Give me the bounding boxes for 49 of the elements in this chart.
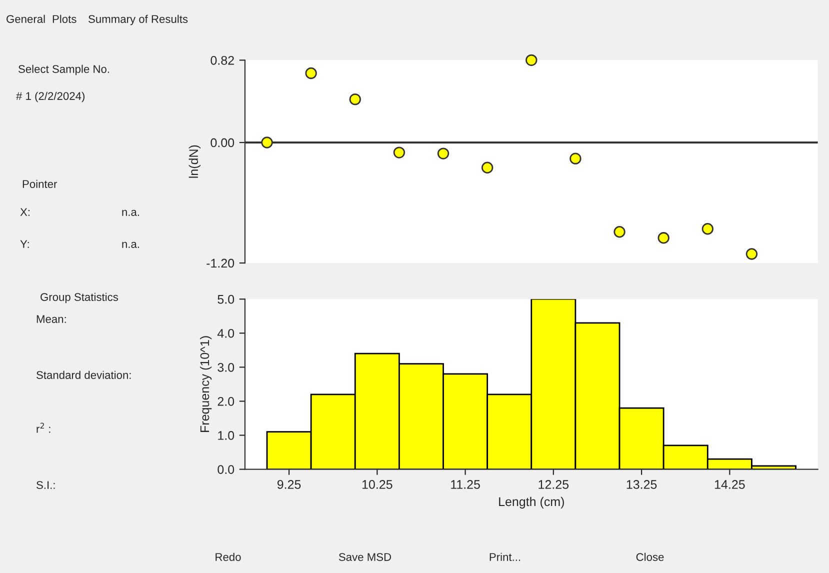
text: n.a.: [122, 242, 139, 248]
x-tick-label: 11.25: [451, 480, 480, 489]
x-tick-label: 13.25: [626, 480, 657, 489]
x-tick-label: 10.25: [362, 480, 392, 489]
text: Summary of Results: [88, 14, 188, 26]
text: n.a.: [122, 210, 139, 216]
text: Y:: [20, 240, 29, 248]
x-tick-label: 14.25: [714, 480, 745, 489]
point: [526, 54, 538, 66]
text: X:: [20, 208, 30, 216]
y-tick-label: -1.20: [206, 258, 234, 268]
point: [746, 248, 758, 260]
y-tick-label: 5.0: [218, 294, 234, 304]
text: Plots: [52, 14, 76, 23]
point: [305, 67, 317, 80]
point: [261, 136, 273, 148]
text: Print...: [490, 552, 520, 561]
text: Pointer: [22, 180, 58, 188]
text: Save MSD: [338, 553, 392, 561]
y-axis-title: ln(dN): [188, 145, 201, 178]
point: [658, 232, 670, 244]
x-axis-title: Length (cm): [499, 496, 564, 509]
point: [614, 226, 626, 238]
text: Select Sample No.: [18, 64, 110, 76]
y-tick-label: 3.0: [218, 362, 234, 372]
point: [481, 162, 494, 174]
text: Redo: [216, 552, 241, 561]
y-tick-label: 0.82: [210, 56, 234, 65]
x-tick-label: 9.25: [277, 480, 301, 489]
y-tick-label: 0.00: [210, 138, 234, 148]
y-tick-label: 2.0: [218, 397, 234, 406]
x-tick-label: 12.25: [538, 480, 569, 489]
point: [437, 148, 450, 160]
point: [349, 93, 361, 106]
text: # 1 (2/2/2024): [16, 92, 84, 102]
text: Mean:: [36, 315, 66, 323]
y-tick-label: 4.0: [217, 328, 234, 338]
text: r$^{2}$ :: [36, 422, 50, 433]
point: [702, 223, 714, 235]
text: Close: [636, 552, 664, 561]
text: S.I.:: [36, 481, 55, 489]
point: [570, 152, 582, 164]
text: Standard deviation:: [36, 370, 131, 379]
point: [393, 146, 406, 158]
y-axis-title: Frequency (10^1): [200, 336, 212, 432]
y-tick-label: 0.0: [218, 465, 234, 474]
text: Group Statistics: [40, 292, 118, 304]
y-tick-label: 1.0: [218, 431, 234, 440]
text: General: [6, 14, 45, 23]
